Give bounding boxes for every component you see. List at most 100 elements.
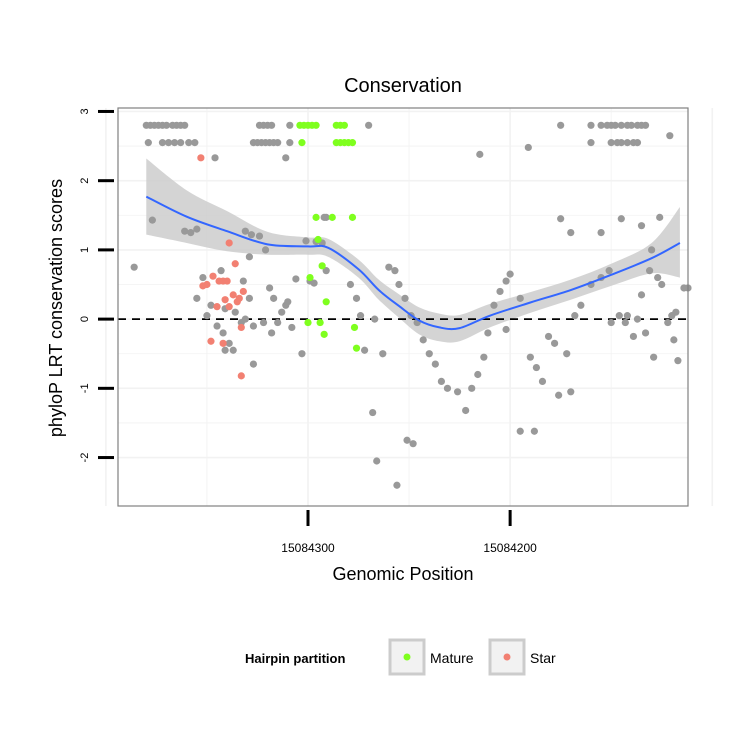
point-other <box>674 357 682 365</box>
point-other <box>419 336 427 344</box>
point-other <box>352 294 361 302</box>
point-other <box>476 150 484 158</box>
point-other <box>637 222 646 230</box>
point-other <box>502 325 510 334</box>
y-tick-label: 2 <box>79 178 91 184</box>
point-mature <box>304 318 312 327</box>
point-other <box>322 213 330 221</box>
point-other <box>443 384 452 392</box>
point-other <box>611 121 619 129</box>
point-star <box>237 372 245 380</box>
point-other <box>356 312 365 320</box>
point-mature <box>306 273 314 282</box>
point-other <box>203 312 211 320</box>
point-other <box>629 332 638 341</box>
point-other <box>181 227 189 235</box>
y-tick-label: 3 <box>79 108 91 114</box>
point-star <box>225 303 233 311</box>
point-other <box>181 121 189 129</box>
x-tick-label: 15084200 <box>483 541 537 555</box>
point-mature <box>348 213 357 221</box>
point-other <box>587 121 595 129</box>
point-star <box>221 296 229 304</box>
point-other <box>605 267 613 275</box>
point-other <box>292 275 300 283</box>
point-other <box>633 139 642 147</box>
point-other <box>231 308 239 316</box>
point-mature <box>352 344 361 352</box>
smooth-line-layer <box>145 195 681 331</box>
point-other <box>425 350 433 358</box>
point-mature <box>318 262 326 270</box>
point-other <box>298 350 306 358</box>
point-other <box>385 263 393 271</box>
point-other <box>484 329 492 337</box>
point-other <box>577 301 585 309</box>
point-other <box>346 280 355 289</box>
point-other <box>360 346 369 354</box>
point-star <box>213 303 221 311</box>
legend-swatch-star <box>503 653 511 661</box>
point-other <box>270 294 278 302</box>
point-other <box>544 332 553 341</box>
point-other <box>219 329 227 337</box>
point-other <box>249 360 258 368</box>
point-other <box>310 279 318 287</box>
point-mature <box>314 235 322 244</box>
point-mature <box>340 121 348 129</box>
point-other <box>211 154 219 162</box>
point-other <box>213 322 221 330</box>
point-star <box>229 291 237 299</box>
point-other <box>462 406 470 415</box>
point-star <box>197 154 205 162</box>
point-other <box>199 273 207 282</box>
point-mature <box>312 213 320 221</box>
point-other <box>268 329 276 337</box>
point-other <box>268 121 276 129</box>
point-mature <box>348 139 357 147</box>
legend-title: Hairpin partition <box>245 651 345 666</box>
point-other <box>241 227 249 235</box>
point-other <box>597 121 605 129</box>
point-other <box>437 377 446 386</box>
point-star <box>219 339 227 347</box>
point-other <box>633 315 642 323</box>
point-other <box>282 154 290 162</box>
point-other <box>245 253 253 261</box>
point-other <box>217 267 225 275</box>
point-other <box>255 232 264 240</box>
point-mature <box>298 139 306 147</box>
point-other <box>395 280 403 289</box>
legend-label-star: Star <box>530 650 556 666</box>
point-other <box>615 312 623 320</box>
point-star <box>225 239 233 247</box>
point-other <box>617 215 625 223</box>
point-mature <box>350 323 359 332</box>
point-other <box>373 457 381 465</box>
point-other <box>193 294 201 302</box>
point-other <box>672 308 680 316</box>
point-other <box>286 139 294 147</box>
point-other <box>185 139 193 147</box>
point-other <box>607 318 615 327</box>
point-other <box>621 318 629 327</box>
point-other <box>284 298 292 306</box>
axes: -2 -1 0 1 2 3 15084300 15084200 <box>79 108 537 555</box>
point-other <box>623 139 631 147</box>
point-other <box>532 363 541 372</box>
point-other <box>286 121 294 129</box>
point-other <box>516 294 524 302</box>
point-other <box>550 339 559 347</box>
point-other <box>379 350 387 358</box>
point-mature <box>316 318 324 327</box>
point-other <box>637 291 646 299</box>
point-other <box>365 121 373 129</box>
smooth-line <box>145 195 681 331</box>
point-other <box>490 301 498 309</box>
point-other <box>567 388 575 396</box>
point-other <box>607 139 615 147</box>
point-other <box>409 440 417 448</box>
point-other <box>587 139 595 147</box>
point-other <box>654 273 662 282</box>
point-mature <box>322 298 330 306</box>
